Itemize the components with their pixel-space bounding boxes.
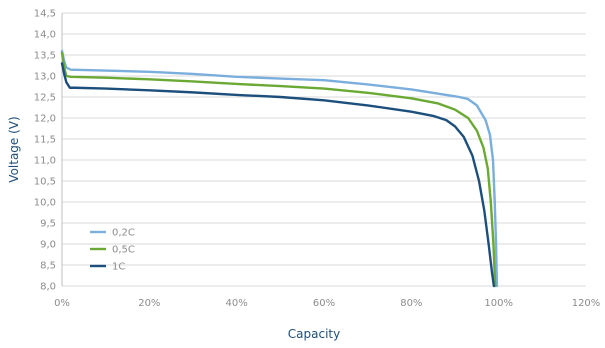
y-tick-label: 10,5: [34, 177, 56, 188]
series-line-1: [60, 49, 499, 288]
y-tick-label: 11,0: [34, 156, 56, 167]
x-tick-label: 40%: [226, 298, 248, 309]
x-tick-label: 80%: [400, 298, 422, 309]
legend-label: 1C: [112, 262, 125, 273]
series-line-2: [60, 51, 497, 288]
y-tick-label: 10,0: [34, 198, 56, 209]
y-tick-label: 14,0: [34, 30, 56, 41]
x-axis-title: Capacity: [288, 327, 340, 341]
y-tick-label: 9,5: [40, 219, 56, 230]
legend-label: 0,5C: [112, 245, 135, 256]
axis-layer: 8,0 8,5 9,0 9,5 10,0 10,5 11,0 11,5 12,0 12,5 13,0…: [34, 9, 601, 310]
y-axis-title: Voltage (V): [7, 116, 21, 182]
y-tick-label: 13,0: [34, 72, 56, 83]
y-tick-label: 8,5: [40, 261, 56, 272]
x-tick-label: 120%: [572, 298, 601, 309]
series-line-3: [60, 62, 496, 288]
x-tick-label: 0%: [54, 298, 70, 309]
y-tick-label: 13,5: [34, 51, 56, 62]
y-tick-label: 8,0: [40, 282, 56, 293]
legend: 0,2C 0,5C 1C: [90, 228, 135, 273]
series-layer: [60, 49, 499, 288]
x-tick-label: 60%: [313, 298, 335, 309]
y-tick-label: 9,0: [40, 240, 56, 251]
legend-label: 0,2C: [112, 228, 135, 239]
x-tick-label: 100%: [484, 298, 513, 309]
x-tick-label: 20%: [138, 298, 160, 309]
y-tick-label: 11,5: [34, 135, 56, 146]
y-tick-label: 12,5: [34, 93, 56, 104]
y-tick-label: 12,0: [34, 114, 56, 125]
y-tick-label: 14,5: [34, 9, 56, 20]
grid-layer: [62, 12, 586, 287]
